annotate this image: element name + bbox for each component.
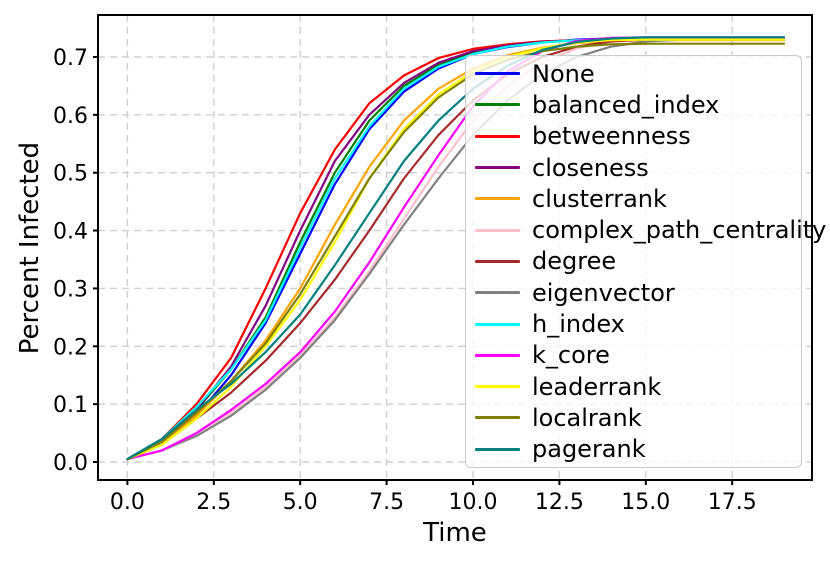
legend-label-clusterrank: clusterrank (532, 184, 667, 213)
y-tick-label: 0.3 (53, 277, 88, 302)
legend-label-eigenvector: eigenvector (532, 278, 675, 307)
legend-swatch-eigenvector (475, 291, 520, 295)
legend-item-k_core: k_core (466, 341, 801, 370)
legend-swatch-None (475, 72, 520, 76)
legend-label-betweenness: betweenness (532, 122, 691, 151)
legend-label-pagerank: pagerank (532, 435, 646, 464)
legend-swatch-clusterrank (475, 197, 520, 201)
legend-label-None: None (532, 59, 595, 88)
legend-swatch-leaderrank (475, 385, 520, 389)
series-line-pagerank (126, 36, 786, 461)
legend-swatch-betweenness (475, 134, 520, 138)
series-lines (126, 36, 786, 461)
legend-item-closeness: closeness (466, 153, 801, 182)
x-tick-label: 5.0 (283, 490, 318, 515)
series-line-localrank (126, 42, 786, 461)
x-tick-label: 7.5 (369, 490, 404, 515)
y-tick-label: 0.4 (53, 220, 88, 245)
legend-item-clusterrank: clusterrank (466, 184, 801, 213)
legend-item-complex_path_centrality: complex_path_centrality (466, 216, 826, 245)
x-tick-label: 12.5 (535, 490, 584, 515)
legend-label-localrank: localrank (532, 403, 642, 432)
legend-swatch-degree (475, 259, 520, 263)
x-tick-label: 15.0 (621, 490, 670, 515)
x-axis-label: Time (423, 518, 487, 548)
legend-label-k_core: k_core (532, 341, 610, 370)
legend-swatch-complex_path_centrality (475, 228, 520, 232)
legend-label-balanced_index: balanced_index (532, 90, 720, 119)
y-tick-label: 0.5 (53, 162, 88, 187)
legend-item-None: None (466, 59, 801, 88)
x-tick-label: 17.5 (708, 490, 757, 515)
y-tick-label: 0.6 (53, 104, 88, 129)
x-tick-label: 10.0 (449, 490, 498, 515)
legend-item-degree: degree (466, 247, 801, 276)
legend-item-h_index: h_index (466, 310, 801, 339)
legend-item-localrank: localrank (466, 403, 801, 432)
plot-frame (97, 14, 813, 481)
x-tick-label: 0.0 (110, 490, 145, 515)
legend-swatch-pagerank (475, 447, 520, 451)
legend-label-closeness: closeness (532, 153, 649, 182)
tick-labels: 0.0 2.5 5.0 7.5 10.0 12.5 15.0 17.5 0.0 0.1 0.2 0.3… (53, 46, 757, 515)
legend-item-eigenvector: eigenvector (466, 278, 801, 307)
legend-swatch-h_index (475, 322, 520, 326)
y-tick-label: 0.7 (53, 46, 88, 71)
legend-swatch-balanced_index (475, 103, 520, 107)
legend-label-leaderrank: leaderrank (532, 372, 662, 401)
legend-label-complex_path_centrality: complex_path_centrality (532, 216, 827, 245)
legend-item-leaderrank: leaderrank (466, 372, 801, 401)
y-tick-label: 0.1 (53, 393, 88, 418)
legend-label-h_index: h_index (532, 310, 625, 339)
legend-swatch-localrank (475, 416, 520, 420)
y-tick-label: 0.0 (53, 451, 88, 476)
legend-swatch-closeness (475, 166, 520, 170)
y-tick-label: 0.2 (53, 335, 88, 360)
legend-swatch-k_core (475, 353, 520, 357)
legend-label-degree: degree (532, 247, 617, 276)
legend-item-betweenness: betweenness (466, 122, 801, 151)
legend-box: None balanced_index betweenness closeness cl… (465, 55, 826, 468)
legend-item-balanced_index: balanced_index (466, 90, 801, 119)
legend-item-pagerank: pagerank (466, 435, 801, 464)
y-axis-label: Percent Infected (15, 141, 45, 355)
x-tick-label: 2.5 (196, 490, 231, 515)
